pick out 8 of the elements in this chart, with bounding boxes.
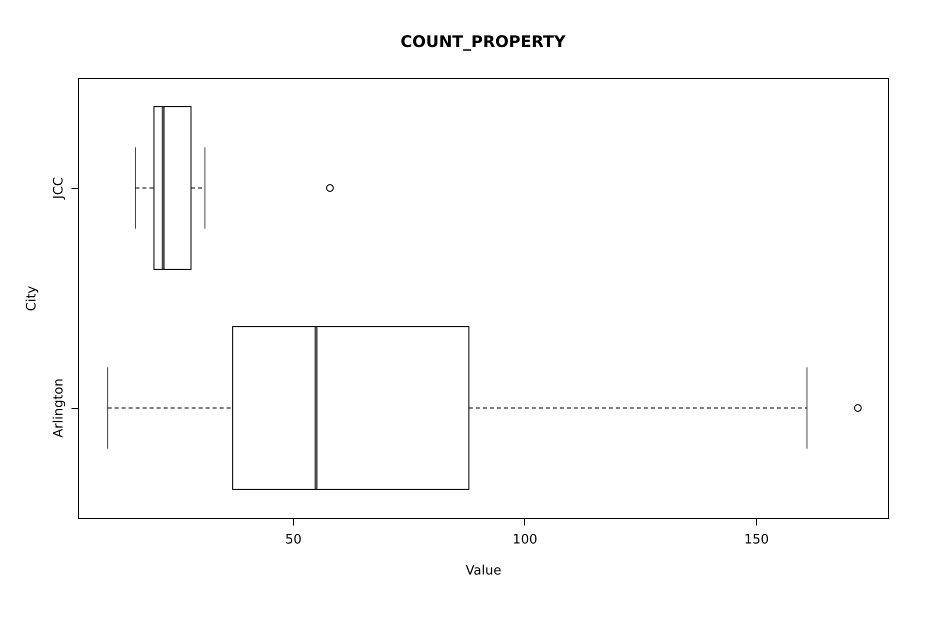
- x-tick-label: 150: [744, 532, 769, 548]
- chart-title: COUNT_PROPERTY: [400, 32, 566, 51]
- x-tick-label: 100: [512, 532, 538, 548]
- x-tick-label: 50: [285, 532, 302, 548]
- y-tick-label: JCC: [52, 177, 66, 200]
- y-axis-title: City: [24, 285, 40, 312]
- x-axis-title: Value: [466, 564, 502, 578]
- y-tick-label: Arlington: [52, 378, 66, 438]
